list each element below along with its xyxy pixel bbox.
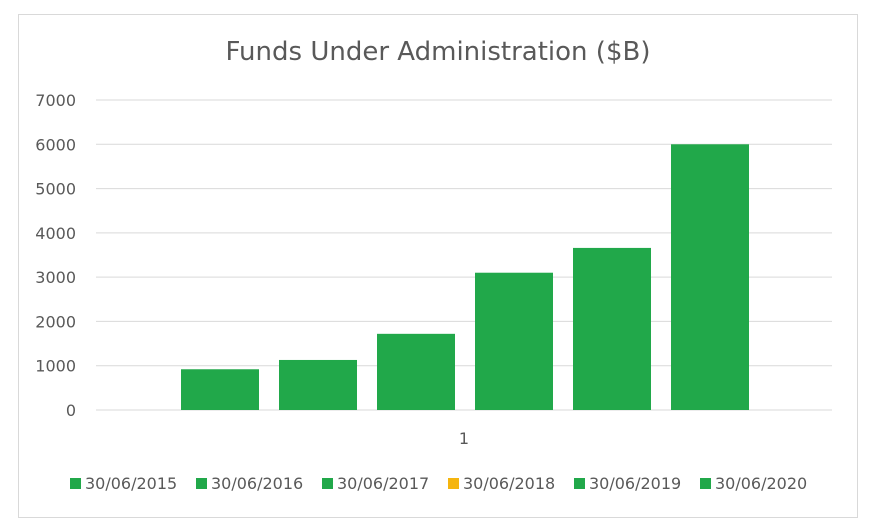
legend-label: 30/06/2019 [589, 474, 681, 493]
y-tick-label: 6000 [35, 135, 76, 154]
bar-30-06-2018 [475, 272, 553, 410]
bar-30-06-2020 [671, 144, 749, 411]
legend: 30/06/2015 30/06/2016 30/06/2017 30/06/2018… [70, 474, 807, 493]
legend-label: 30/06/2015 [85, 474, 177, 493]
y-tick-label: 1000 [35, 357, 76, 376]
legend-swatch [574, 478, 585, 489]
bars [181, 144, 749, 411]
bar-30-06-2015 [181, 369, 259, 410]
bar-30-06-2019 [573, 247, 651, 410]
x-axis: 1 [459, 429, 469, 448]
chart-title: Funds Under Administration ($B) [226, 37, 651, 67]
y-tick-label: 0 [66, 401, 76, 420]
legend-label: 30/06/2020 [715, 474, 807, 493]
y-tick-label: 3000 [35, 268, 76, 287]
y-tick-label: 7000 [35, 91, 76, 110]
legend-label: 30/06/2018 [463, 474, 555, 493]
legend-label: 30/06/2017 [337, 474, 429, 493]
y-tick-label: 4000 [35, 224, 76, 243]
legend-swatch [70, 478, 81, 489]
legend-swatch [196, 478, 207, 489]
legend-swatch [322, 478, 333, 489]
legend-swatch [700, 478, 711, 489]
bar-30-06-2017 [377, 333, 455, 410]
legend-swatch [448, 478, 459, 489]
x-category-label: 1 [459, 429, 469, 448]
legend-label: 30/06/2016 [211, 474, 303, 493]
y-axis: 0 1000 2000 3000 4000 5000 6000 7000 [35, 91, 76, 420]
y-tick-label: 5000 [35, 180, 76, 199]
y-tick-label: 2000 [35, 312, 76, 331]
bar-30-06-2016 [279, 359, 357, 410]
